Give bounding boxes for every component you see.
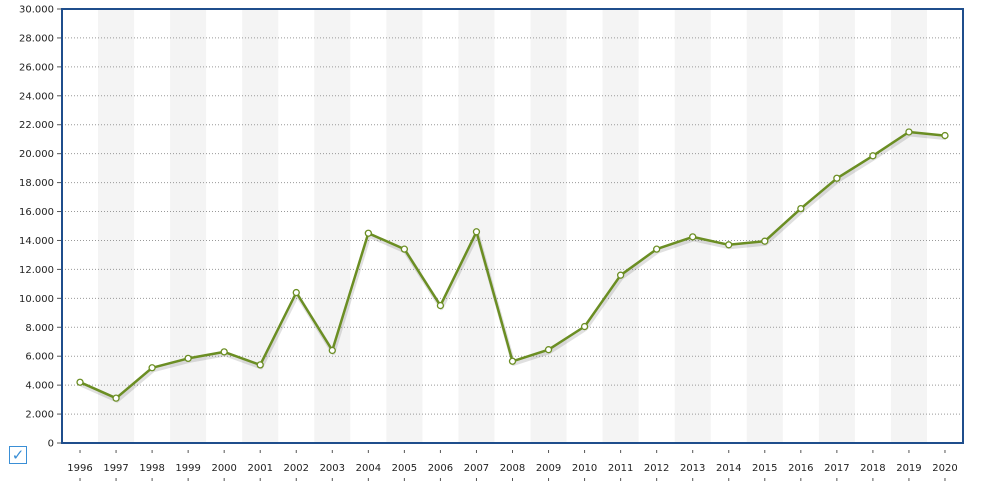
x-tick-label: 2020 xyxy=(932,463,957,474)
x-tick-label: 2013 xyxy=(680,463,705,474)
x-tick-label: 2016 xyxy=(788,463,813,474)
plot-frame xyxy=(61,8,964,444)
data-point-2000 xyxy=(220,348,228,356)
data-point-2008 xyxy=(508,357,517,365)
band-1997 xyxy=(98,9,135,443)
band-2001 xyxy=(242,9,279,443)
checkmark-icon: ✓ xyxy=(11,446,25,464)
band-1999 xyxy=(170,9,207,443)
y-tick-label: 8.000 xyxy=(25,323,54,334)
y-tick-label: 2.000 xyxy=(25,410,54,421)
band-2011 xyxy=(602,9,639,443)
data-point-2013 xyxy=(689,233,697,241)
y-tick-label: 14.000 xyxy=(19,236,54,247)
y-tick-label: 18.000 xyxy=(19,178,54,189)
data-point-2019 xyxy=(905,128,913,136)
x-tick-label: 2012 xyxy=(644,463,669,474)
y-tick-label: 4.000 xyxy=(25,381,54,392)
data-point-2015 xyxy=(761,237,769,245)
data-point-1997 xyxy=(112,394,120,402)
data-point-2001 xyxy=(256,361,264,369)
x-tick-label: 1998 xyxy=(139,463,164,474)
gridlines xyxy=(62,37,963,415)
y-tick-label: 6.000 xyxy=(25,352,54,363)
data-point-1996 xyxy=(76,378,84,386)
x-tick-label: 2009 xyxy=(536,463,561,474)
band-2015 xyxy=(746,9,783,443)
data-point-2006 xyxy=(436,301,445,310)
x-tick-label: 2015 xyxy=(752,463,777,474)
x-tick-label: 2003 xyxy=(320,463,345,474)
x-tick-label: 2000 xyxy=(211,463,236,474)
data-point-2011 xyxy=(616,271,625,279)
y-tick-label: 22.000 xyxy=(19,120,54,131)
data-point-2010 xyxy=(580,322,589,331)
band-2007 xyxy=(458,9,495,443)
x-tick-label: 2001 xyxy=(247,463,272,474)
data-point-2007 xyxy=(472,228,481,236)
data-point-2002 xyxy=(292,288,300,297)
band-2013 xyxy=(674,9,711,443)
y-tick-label: 12.000 xyxy=(19,265,54,276)
y-tick-label: 28.000 xyxy=(19,33,54,44)
data-point-1998 xyxy=(148,364,156,372)
x-tick-label: 2008 xyxy=(500,463,525,474)
data-points xyxy=(76,128,949,402)
y-tick-label: 16.000 xyxy=(19,207,54,218)
y-tick-label: 24.000 xyxy=(19,91,54,102)
x-tick-label: 2004 xyxy=(356,463,381,474)
x-tick-label: 2005 xyxy=(392,463,417,474)
x-tick-label: 1997 xyxy=(103,463,128,474)
x-tick-label: 2007 xyxy=(464,463,489,474)
data-point-2004 xyxy=(364,229,372,237)
x-tick-label: 2014 xyxy=(716,463,741,474)
x-tick-label: 2017 xyxy=(824,463,849,474)
x-axis: 1996 1997 1998 1999 2000 2001 2002 2003 2004 2005… xyxy=(67,450,958,481)
x-tick-label: 2010 xyxy=(572,463,597,474)
data-point-2018 xyxy=(869,152,877,160)
data-point-2014 xyxy=(725,241,733,249)
data-point-2005 xyxy=(400,245,409,253)
y-tick-label: 20.000 xyxy=(19,149,54,160)
band-2009 xyxy=(530,9,567,443)
x-tick-label: 2019 xyxy=(896,463,921,474)
x-tick-label: 2006 xyxy=(428,463,453,474)
y-tick-label: 30.000 xyxy=(19,5,54,16)
y-axis: 0 2.000 4.000 6.000 8.000 10.000 12.000 14.000 1… xyxy=(19,5,62,450)
alternating-bands xyxy=(98,9,927,443)
band-2017 xyxy=(818,9,855,443)
data-point-2009 xyxy=(544,346,553,354)
x-tick-label: 1996 xyxy=(67,463,92,474)
data-point-2012 xyxy=(653,245,661,253)
checkbox-toggle[interactable]: ✓ xyxy=(9,446,27,464)
band-2005 xyxy=(386,9,423,443)
data-point-2020 xyxy=(941,131,949,140)
data-point-1999 xyxy=(184,354,192,363)
y-tick-label: 0 xyxy=(48,439,54,450)
y-tick-label: 26.000 xyxy=(19,62,54,73)
y-tick-label: 10.000 xyxy=(19,294,54,305)
data-point-2003 xyxy=(328,346,336,355)
data-point-2016 xyxy=(797,204,805,213)
data-point-2017 xyxy=(833,174,841,182)
x-tick-label: 2018 xyxy=(860,463,885,474)
x-tick-label: 1999 xyxy=(175,463,200,474)
x-tick-label: 2011 xyxy=(608,463,633,474)
band-2019 xyxy=(890,9,927,443)
band-2003 xyxy=(314,9,351,443)
x-tick-label: 2002 xyxy=(284,463,309,474)
